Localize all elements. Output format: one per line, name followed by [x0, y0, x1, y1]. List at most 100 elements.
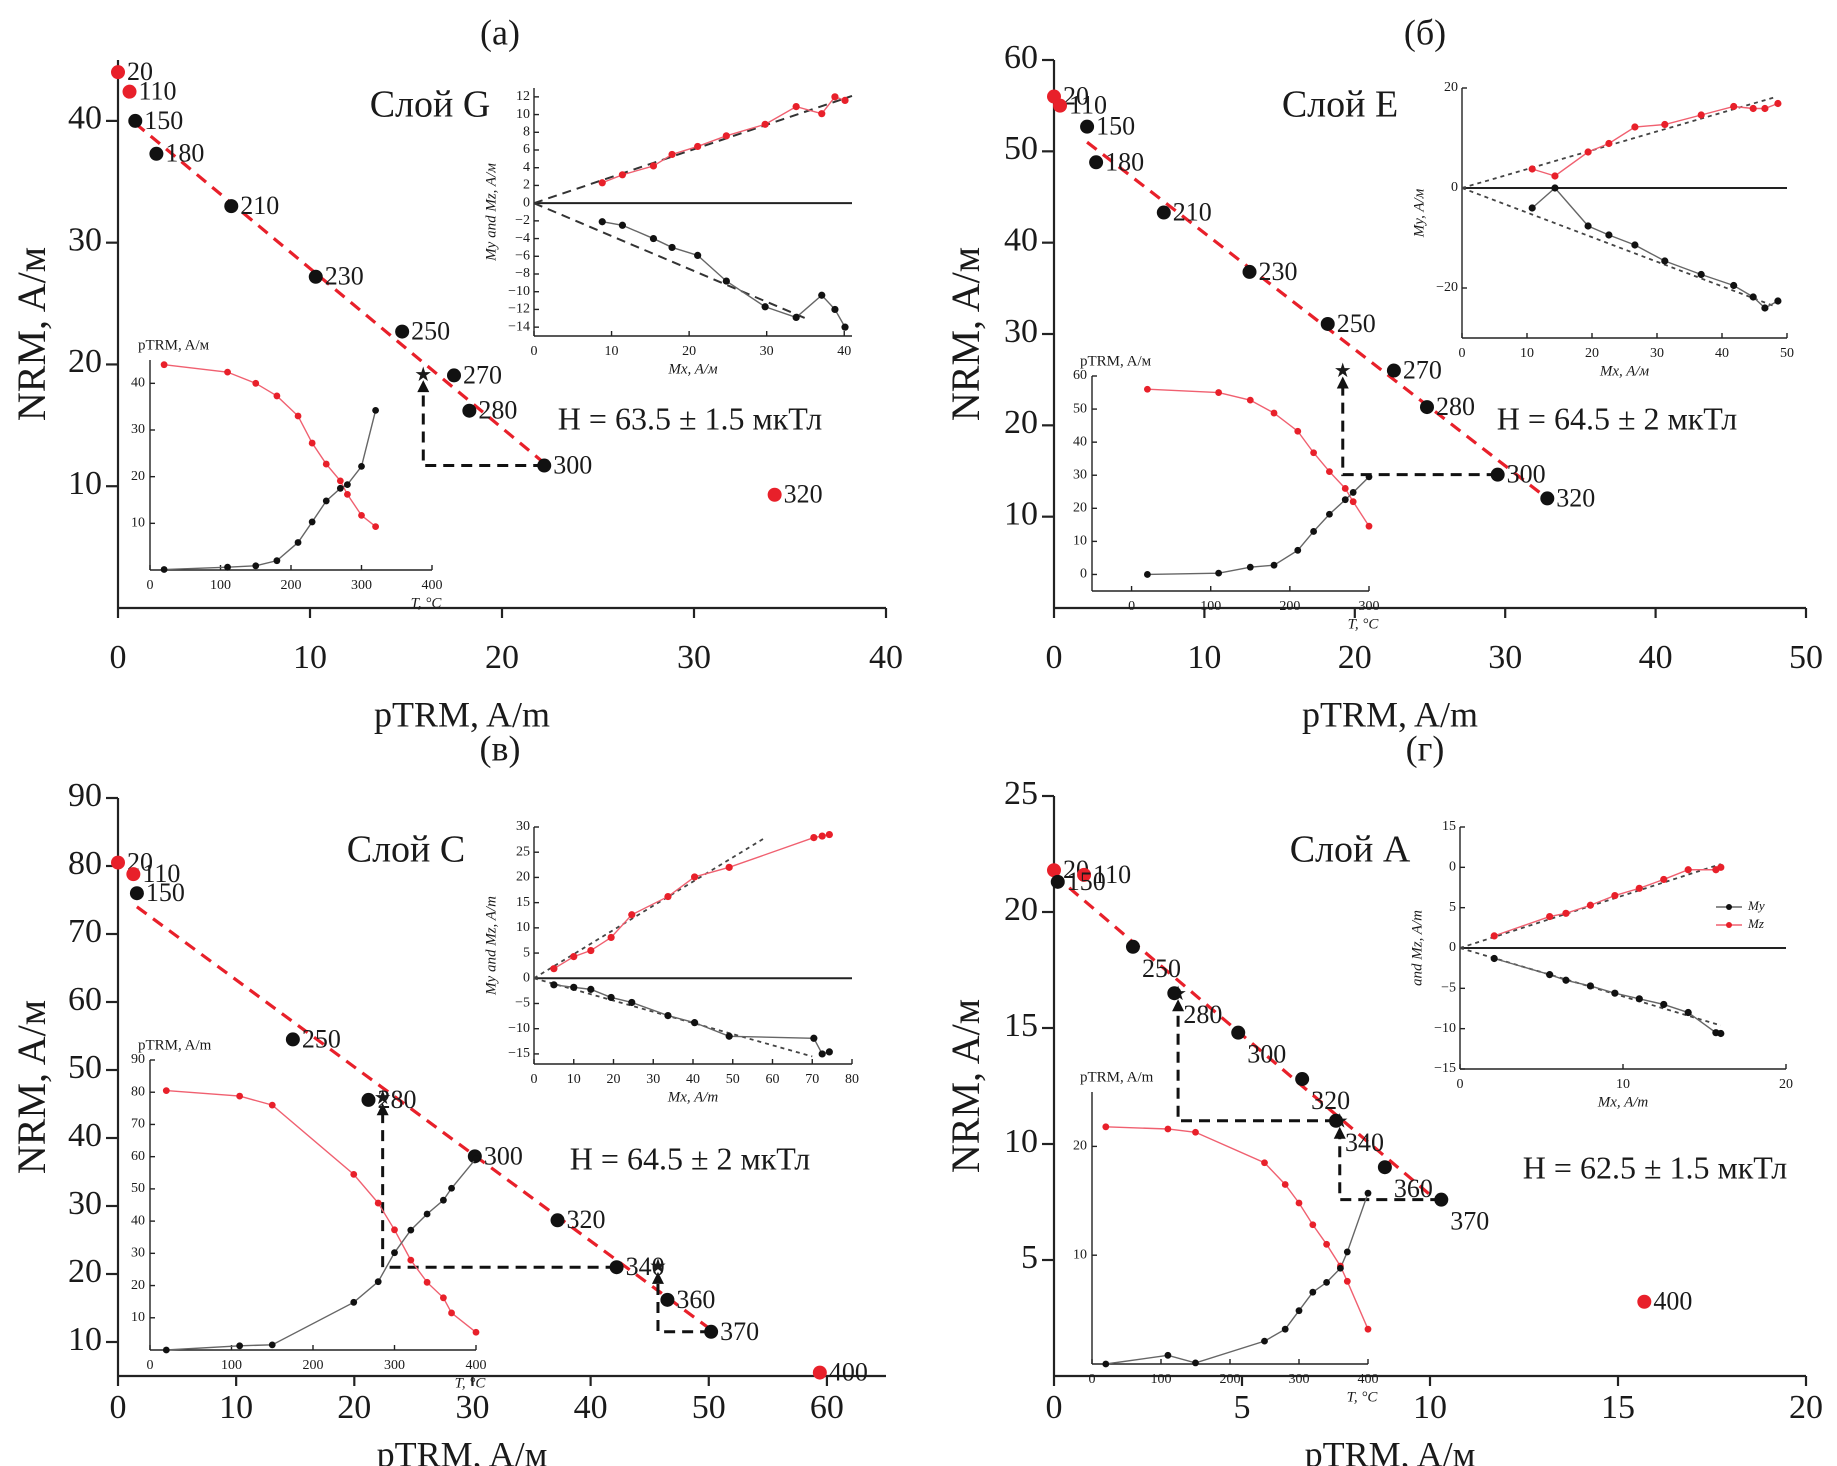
inset-point-mz: [1605, 139, 1613, 148]
thermal-point-ptrm: [1246, 563, 1254, 571]
x-tick-label: 0: [110, 639, 127, 676]
thermal-x-tick-label: 100: [1200, 599, 1221, 614]
inset-series-my: [1494, 957, 1721, 1035]
thermal-point-nrm: [1270, 409, 1278, 417]
thermal-x-tick-label: 100: [221, 1358, 242, 1373]
inset-point-my: [1546, 971, 1554, 979]
thermal-point-ptrm: [1281, 1325, 1289, 1333]
inset-point-mz: [1761, 104, 1769, 113]
thermal-point-nrm: [448, 1309, 455, 1317]
inset-x-tick-label: 10: [1520, 346, 1534, 361]
ptrm-check-star-icon: ★: [1334, 360, 1352, 382]
y-tick-label: 5: [1021, 1239, 1038, 1276]
inset-point-mz: [1546, 912, 1554, 921]
data-point: [1637, 1294, 1652, 1309]
x-axis-label: pTRM, A/м: [377, 1434, 548, 1466]
x-tick-label: 10: [1187, 639, 1221, 676]
thermal-x-tick-label: 400: [466, 1358, 487, 1373]
y-tick-label: 20: [1004, 891, 1038, 928]
inset-point-mz: [722, 132, 730, 140]
data-point: [1156, 205, 1171, 220]
thermal-point-ptrm: [1326, 510, 1333, 518]
inset-point-my: [1730, 281, 1738, 290]
panel-title: Слой С: [347, 829, 466, 871]
data-point: [126, 867, 141, 882]
data-point-label: 150: [146, 878, 185, 907]
y-tick-label: 20: [68, 1253, 102, 1290]
inset-fit-mz: [1461, 96, 1775, 189]
inset-x-tick-label: 50: [1780, 346, 1794, 361]
thermal-point-nrm: [1246, 396, 1254, 404]
thermal-series-nrm: [1147, 388, 1370, 527]
thermal-inset: 0 100 200 300 0 10 20 30 40 50 60 T, °C pTRM, A/м: [1073, 353, 1380, 632]
inset-x-tick-label: 10: [567, 1072, 581, 1087]
ptrm-check-line: [421, 388, 545, 468]
inset-point-mz: [1660, 875, 1668, 884]
y-tick-label: 90: [68, 777, 102, 814]
data-point-label: 150: [144, 106, 183, 135]
inset-point-my: [1749, 293, 1757, 301]
thermal-x-tick-label: 200: [281, 578, 302, 593]
x-tick-label: 40: [574, 1389, 608, 1426]
inset-x-tick-label: 20: [682, 344, 696, 359]
x-tick-label: 10: [219, 1389, 253, 1426]
data-point-label: 20: [127, 57, 153, 86]
inset-point-my: [598, 218, 606, 226]
inset-fit-my: [1461, 187, 1775, 307]
inset-point-my: [722, 277, 730, 285]
thermal-point-ptrm: [1309, 1288, 1317, 1296]
thermal-point-ptrm: [1164, 1351, 1172, 1359]
thermal-y-tick-label: 60: [1073, 368, 1087, 383]
inset-y-tick-label: −6: [515, 249, 530, 264]
x-tick-label: 60: [810, 1389, 844, 1426]
data-point: [1167, 986, 1182, 1001]
thermal-point-nrm: [322, 460, 330, 468]
panel-title: Слой G: [370, 84, 491, 126]
thermal-point-nrm: [1309, 1221, 1317, 1229]
inset-y-tick-label: 20: [1444, 80, 1458, 95]
inset-point-my: [831, 305, 839, 314]
thermal-y-tick-label: 40: [131, 1213, 145, 1228]
thermal-series-ptrm: [166, 1158, 477, 1351]
thermal-point-nrm: [1164, 1125, 1172, 1133]
inset-y-tick-label: 4: [523, 160, 530, 175]
thermal-point-nrm: [294, 412, 302, 420]
inset-x-tick-label: 0: [1457, 1077, 1464, 1092]
thermal-y-tick-label: 20: [131, 469, 145, 484]
inset-x-tick-label: 20: [1585, 346, 1599, 361]
y-tick-label: 60: [68, 981, 102, 1018]
inset-point-mz: [825, 830, 833, 839]
inset-point-my: [587, 985, 595, 993]
thermal-series-ptrm: [164, 410, 377, 571]
thermal-x-tick-label: 400: [422, 578, 443, 593]
data-point-label: 110: [1069, 91, 1107, 120]
field-estimate: H = 63.5 ± 1.5 мкТл: [558, 400, 822, 436]
thermal-point-nrm: [336, 477, 344, 485]
panel-4: (г) Слой А 0 5 10 15 20 5 10 15 20 25 pTRM, A/м NRM, …: [943, 728, 1823, 1466]
thermal-point-ptrm: [160, 566, 168, 573]
inset-point-my: [1490, 954, 1498, 963]
inset-point-my: [725, 1032, 733, 1040]
data-point: [550, 1213, 565, 1228]
thermal-point-nrm: [1295, 1199, 1303, 1207]
data-point-label: 180: [165, 139, 204, 168]
inset-y-tick-label: 0: [1449, 940, 1456, 955]
x-tick-label: 30: [677, 639, 711, 676]
data-point: [129, 886, 144, 901]
inset-point-my: [649, 234, 658, 243]
x-tick-label: 50: [692, 1389, 726, 1426]
thermal-x-tick-label: 0: [147, 1358, 154, 1373]
data-point: [1242, 264, 1257, 279]
inset-point-my: [618, 221, 627, 229]
data-point-label: 180: [1105, 147, 1144, 176]
zijderveld-inset: 0 10 20 30 40 50 60 70 80302520151050−5−10−15Mx,…: [483, 819, 859, 1105]
data-point: [462, 403, 477, 418]
data-point: [704, 1324, 719, 1339]
thermal-point-ptrm: [440, 1196, 447, 1204]
inset-point-my: [1631, 241, 1639, 249]
thermal-point-ptrm: [423, 1210, 431, 1218]
thermal-y-tick-label: 30: [1073, 467, 1087, 482]
thermal-point-nrm: [423, 1278, 431, 1286]
inset-point-mz: [818, 110, 826, 118]
data-point-label: 370: [720, 1317, 759, 1346]
